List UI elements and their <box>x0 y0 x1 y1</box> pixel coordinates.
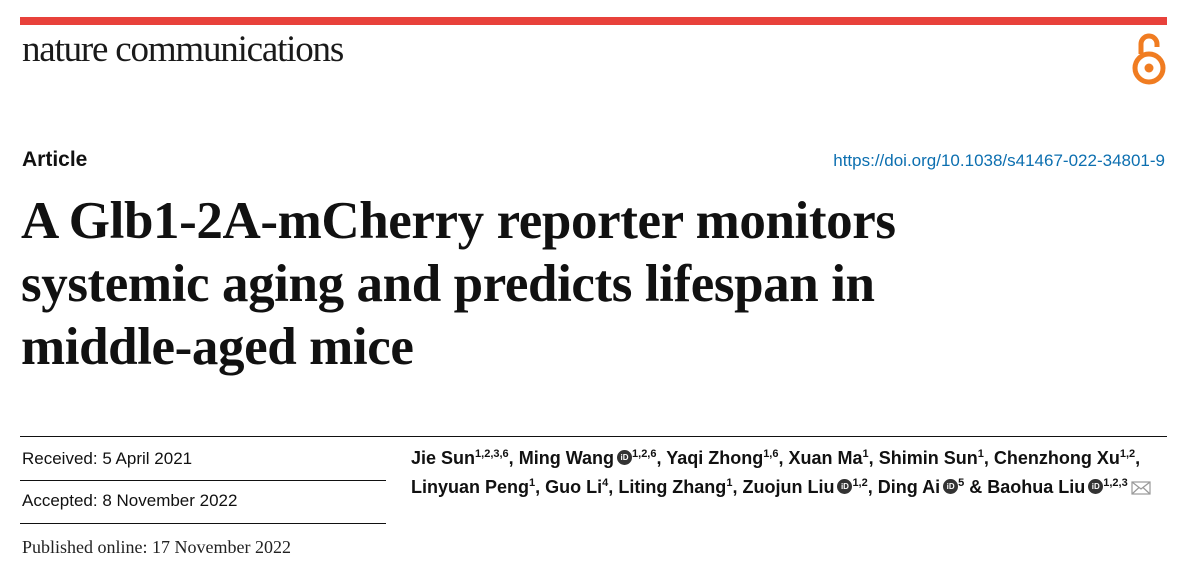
author-name[interactable]: Ming Wang <box>518 448 615 468</box>
affiliation-superscript: 1,2,3 <box>1103 477 1128 489</box>
author-separator: , <box>508 448 514 468</box>
affiliation-superscript: 1 <box>726 477 733 489</box>
affiliation-superscript: 1,2,3,6 <box>475 448 509 460</box>
orcid-icon[interactable] <box>837 479 853 494</box>
accepted-date: Accepted: 8 November 2022 <box>22 491 238 510</box>
journal-accent-bar <box>20 17 1167 25</box>
author-name[interactable]: Jie Sun <box>411 448 476 468</box>
orcid-icon[interactable] <box>1088 479 1104 494</box>
author-separator: , <box>608 477 614 497</box>
received-date: Received: 5 April 2021 <box>22 449 193 468</box>
author-name[interactable]: Baohua Liu <box>987 477 1086 497</box>
affiliation-superscript: 5 <box>958 477 965 489</box>
author-separator: , <box>1135 448 1141 468</box>
author-name[interactable]: Liting Zhang <box>618 477 727 497</box>
author-separator: , <box>983 448 989 468</box>
author-separator: , <box>867 477 873 497</box>
email-icon[interactable] <box>1131 481 1151 495</box>
open-access-icon <box>1132 33 1166 85</box>
affiliation-superscript: 1,2 <box>1119 448 1136 460</box>
title-line: A Glb1-2A-mCherry reporter monitors <box>21 192 896 250</box>
divider <box>20 480 386 481</box>
affiliation-superscript: 1 <box>977 448 984 460</box>
article-type-label: Article <box>22 148 88 171</box>
doi-link[interactable]: https://doi.org/10.1038/s41467-022-34801… <box>833 151 1165 170</box>
orcid-icon[interactable] <box>943 479 959 494</box>
author-separator: , <box>732 477 738 497</box>
published-date: Published online: 17 November 2022 <box>22 537 291 557</box>
affiliation-superscript: 4 <box>602 477 609 489</box>
title-line: middle-aged mice <box>21 318 414 376</box>
author-list: Jie Sun1,2,3,6, Ming Wang 1,2,6, Yaqi Zho… <box>411 444 1161 502</box>
title-line: systemic aging and predicts lifespan in <box>21 255 875 313</box>
article-title: A Glb1-2A-mCherry reporter monitors syst… <box>21 190 1161 379</box>
divider <box>20 436 1167 437</box>
author-name[interactable]: Chenzhong Xu <box>993 448 1120 468</box>
author-name[interactable]: Shimin Sun <box>878 448 978 468</box>
author-name[interactable]: Linyuan Peng <box>411 477 530 497</box>
author-name[interactable]: Ding Ai <box>877 477 941 497</box>
affiliation-superscript: 1,2,6 <box>632 448 657 460</box>
author-name[interactable]: Xuan Ma <box>788 448 863 468</box>
author-separator: , <box>535 477 541 497</box>
author-name[interactable]: Zuojun Liu <box>742 477 835 497</box>
orcid-icon[interactable] <box>617 450 633 465</box>
author-separator: , <box>868 448 874 468</box>
divider <box>20 523 386 524</box>
author-separator: , <box>656 448 662 468</box>
journal-name[interactable]: nature communications <box>22 29 344 70</box>
author-name[interactable]: Guo Li <box>545 477 603 497</box>
affiliation-superscript: 1,6 <box>763 448 779 460</box>
author-separator: & <box>964 477 983 497</box>
affiliation-superscript: 1 <box>862 448 869 460</box>
affiliation-superscript: 1 <box>529 477 536 489</box>
author-separator: , <box>778 448 784 468</box>
author-name[interactable]: Yaqi Zhong <box>666 448 764 468</box>
affiliation-superscript: 1,2 <box>852 477 868 489</box>
